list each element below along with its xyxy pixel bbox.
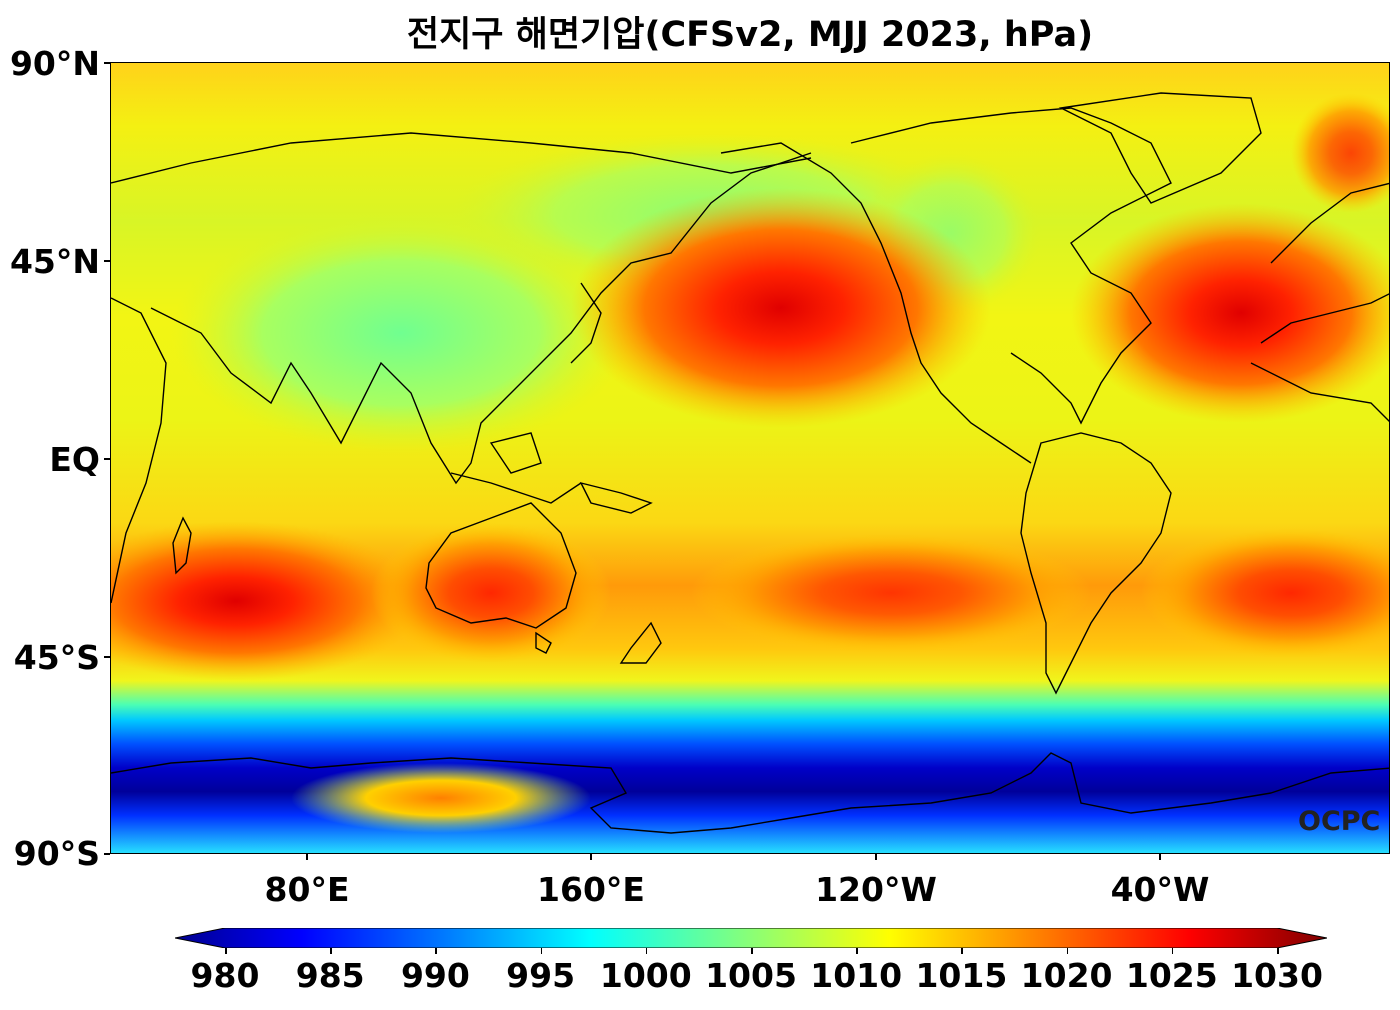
south-pacific-high xyxy=(691,533,1091,653)
south-america-coast xyxy=(1020,432,1172,695)
colorbar-tick-label: 1000 xyxy=(599,956,692,995)
west-africa-coast xyxy=(1250,362,1389,422)
indonesia-coast xyxy=(450,472,582,504)
tasmania-coast xyxy=(535,631,552,654)
x-tick-label-160e: 160°E xyxy=(537,870,645,909)
x-tick xyxy=(590,854,592,860)
x-tick xyxy=(1159,854,1161,860)
coastlines xyxy=(111,92,1389,834)
colorbar-tick-label: 1015 xyxy=(915,956,1008,995)
ocpc-watermark: OCPC xyxy=(1298,806,1381,837)
scandinavia-coast xyxy=(1270,182,1389,264)
y-tick xyxy=(104,62,110,64)
azores-bermuda-high xyxy=(1071,203,1389,423)
y-tick xyxy=(104,260,110,262)
colorbar-tick xyxy=(435,948,437,954)
colorbar-tick-label: 1030 xyxy=(1231,956,1323,995)
y-tick-label-45n: 45°N xyxy=(9,242,100,281)
colorbar-tick xyxy=(1277,948,1279,954)
x-tick-label-40w: 40°W xyxy=(1110,870,1210,909)
colorbar-tick xyxy=(540,948,543,954)
x-tick xyxy=(306,854,308,860)
colorbar-tick xyxy=(856,948,858,954)
colorbar-tick xyxy=(1171,948,1174,954)
africa-coast xyxy=(111,297,167,604)
colorbar-tick-label: 995 xyxy=(506,956,576,995)
colorbar-tick xyxy=(751,948,753,954)
north-pacific-high xyxy=(571,188,991,428)
colorbar-tick-label: 1005 xyxy=(705,956,797,995)
x-tick-label-80e: 80°E xyxy=(264,870,350,909)
colorbar-tick-label: 980 xyxy=(190,956,260,995)
colorbar-tick xyxy=(330,948,332,954)
y-tick xyxy=(104,458,110,460)
colorbar-tick xyxy=(645,948,648,954)
chart-title: 전지구 해면기압(CFSv2, MJJ 2023, hPa) xyxy=(406,15,1094,55)
sea-level-pressure-map xyxy=(110,62,1390,854)
x-tick xyxy=(875,854,877,860)
asia-coast xyxy=(150,152,812,485)
colorbar-tick-label: 1010 xyxy=(810,956,903,995)
europe-coast xyxy=(1260,293,1389,344)
new-guinea-coast xyxy=(579,481,653,514)
mascarene-high xyxy=(111,521,426,681)
madagascar-coast xyxy=(172,516,192,575)
greenland-coast xyxy=(1058,92,1262,204)
borneo-coast xyxy=(489,432,542,474)
south-atlantic-high xyxy=(1141,528,1389,658)
north-america-west-coast xyxy=(720,142,1032,464)
asian-low-region xyxy=(171,213,631,453)
y-tick xyxy=(104,853,110,855)
y-tick-label-eq: EQ xyxy=(49,440,100,479)
y-tick xyxy=(104,656,110,658)
north-america-east-coast xyxy=(850,107,1172,425)
x-tick-label-120w: 120°W xyxy=(815,870,937,909)
antarctica-coast xyxy=(111,752,1389,834)
y-tick-label-90s: 90°S xyxy=(13,834,100,873)
colorbar-gradient xyxy=(175,928,1327,948)
colorbar-tick-label: 985 xyxy=(295,956,365,995)
colorbar-tick-label: 1020 xyxy=(1020,956,1113,995)
colorbar-tick-label: 1025 xyxy=(1125,956,1218,995)
colorbar-tick xyxy=(1066,948,1069,954)
y-tick-label-90n: 90°N xyxy=(9,44,100,83)
australian-high xyxy=(371,523,611,663)
colorbar xyxy=(175,928,1327,948)
greenland-high xyxy=(1291,93,1389,213)
japan-coast xyxy=(570,282,602,364)
colorbar-tick-label: 990 xyxy=(400,956,470,995)
colorbar-tick xyxy=(961,948,963,954)
colorbar-tick xyxy=(225,948,227,954)
antarctic-plateau-high xyxy=(291,763,591,833)
y-tick-label-45s: 45°S xyxy=(13,638,100,677)
australia-coast xyxy=(425,502,577,629)
new-zealand-coast xyxy=(619,621,662,664)
arctic-eurasia-coast xyxy=(111,132,812,184)
